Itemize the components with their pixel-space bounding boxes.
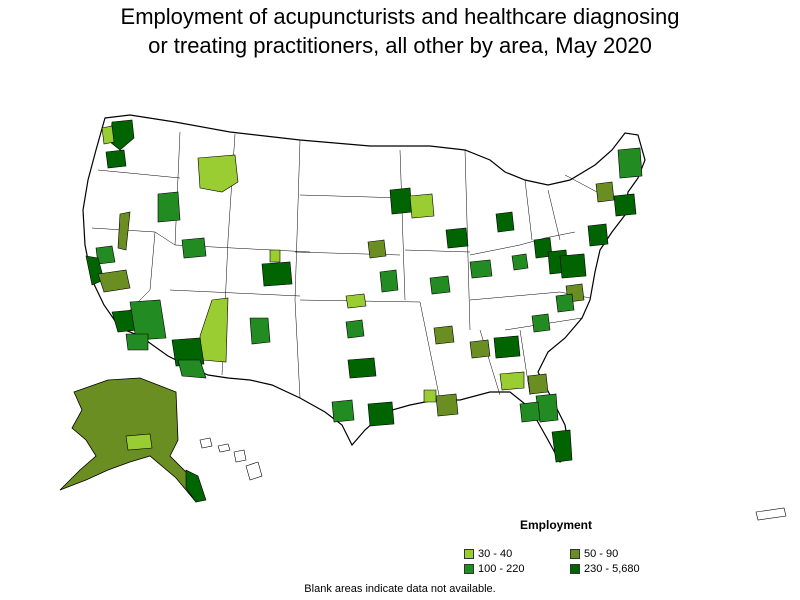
area-reno <box>181 237 207 259</box>
area-flagstaff <box>199 297 229 363</box>
area-jacksonville <box>527 373 549 395</box>
area-denver <box>345 293 367 309</box>
area-dc <box>559 253 587 279</box>
legend-item-30-40: 30 - 40 <box>464 548 512 560</box>
area-kc <box>429 275 451 295</box>
area-mn-2 <box>409 193 435 219</box>
metro-areas <box>85 119 643 463</box>
area-portland <box>105 149 127 169</box>
area-atlanta <box>493 335 521 359</box>
area-tucson <box>177 359 207 379</box>
area-dfw <box>347 357 377 379</box>
title-line-1: Employment of acupuncturists and healthc… <box>120 4 680 29</box>
area-phoenix <box>171 337 205 367</box>
legend-item-230-5680: 230 - 5,680 <box>570 563 640 575</box>
area-boise <box>157 191 181 223</box>
area-inland-empire <box>129 299 167 341</box>
hawaii <box>199 437 263 481</box>
area-albuquerque <box>249 317 271 345</box>
area-miami <box>551 429 573 463</box>
area-chicago <box>495 211 515 233</box>
area-colorado <box>379 269 399 293</box>
legend-swatch <box>464 549 474 559</box>
area-san-diego <box>125 333 149 351</box>
area-austin <box>331 399 355 423</box>
area-okc <box>345 319 365 339</box>
legend-label: 100 - 220 <box>478 563 525 575</box>
alaska-anchorage <box>125 433 153 451</box>
area-memphis <box>433 325 455 345</box>
legend-title: Employment <box>520 518 593 532</box>
legend-swatch <box>570 549 580 559</box>
area-columbus <box>511 253 529 271</box>
area-nyc <box>587 223 609 247</box>
area-new-orleans <box>435 393 459 417</box>
area-houston <box>367 401 395 427</box>
area-nashville <box>469 339 491 359</box>
puerto-rico <box>755 507 787 521</box>
legend-label: 30 - 40 <box>478 548 513 560</box>
area-iowa <box>367 239 387 259</box>
area-slc <box>261 261 293 287</box>
legend-label: 50 - 90 <box>584 548 619 560</box>
area-boston <box>613 193 637 217</box>
area-olympia <box>101 125 115 145</box>
legend-swatch <box>464 564 474 574</box>
alaska-southeast <box>185 469 207 503</box>
area-new-england <box>617 147 643 179</box>
legend-item-50-90: 50 - 90 <box>570 548 618 560</box>
area-minneapolis <box>389 187 413 215</box>
title-line-2: or treating practitioners, all other by … <box>148 33 652 58</box>
area-spokane-region <box>197 154 239 193</box>
area-madison <box>445 227 469 249</box>
area-fresno <box>97 269 131 293</box>
area-northern-nv <box>117 211 131 251</box>
area-charlotte <box>531 313 551 333</box>
area-gulf <box>423 389 437 403</box>
area-st-louis <box>469 259 493 279</box>
area-tampa <box>519 401 541 423</box>
legend-swatch <box>570 564 580 574</box>
footnote: Blank areas indicate data not available. <box>304 583 496 595</box>
area-utah-small <box>269 249 281 263</box>
area-ny-upstate <box>595 181 615 203</box>
state-boundaries <box>91 131 613 401</box>
area-raleigh <box>555 293 575 313</box>
legend-label: 230 - 5,680 <box>584 563 640 575</box>
legend-item-100-220: 100 - 220 <box>464 563 524 575</box>
area-fl-panhandle <box>499 371 525 391</box>
map-title: Employment of acupuncturists and healthc… <box>0 2 800 60</box>
